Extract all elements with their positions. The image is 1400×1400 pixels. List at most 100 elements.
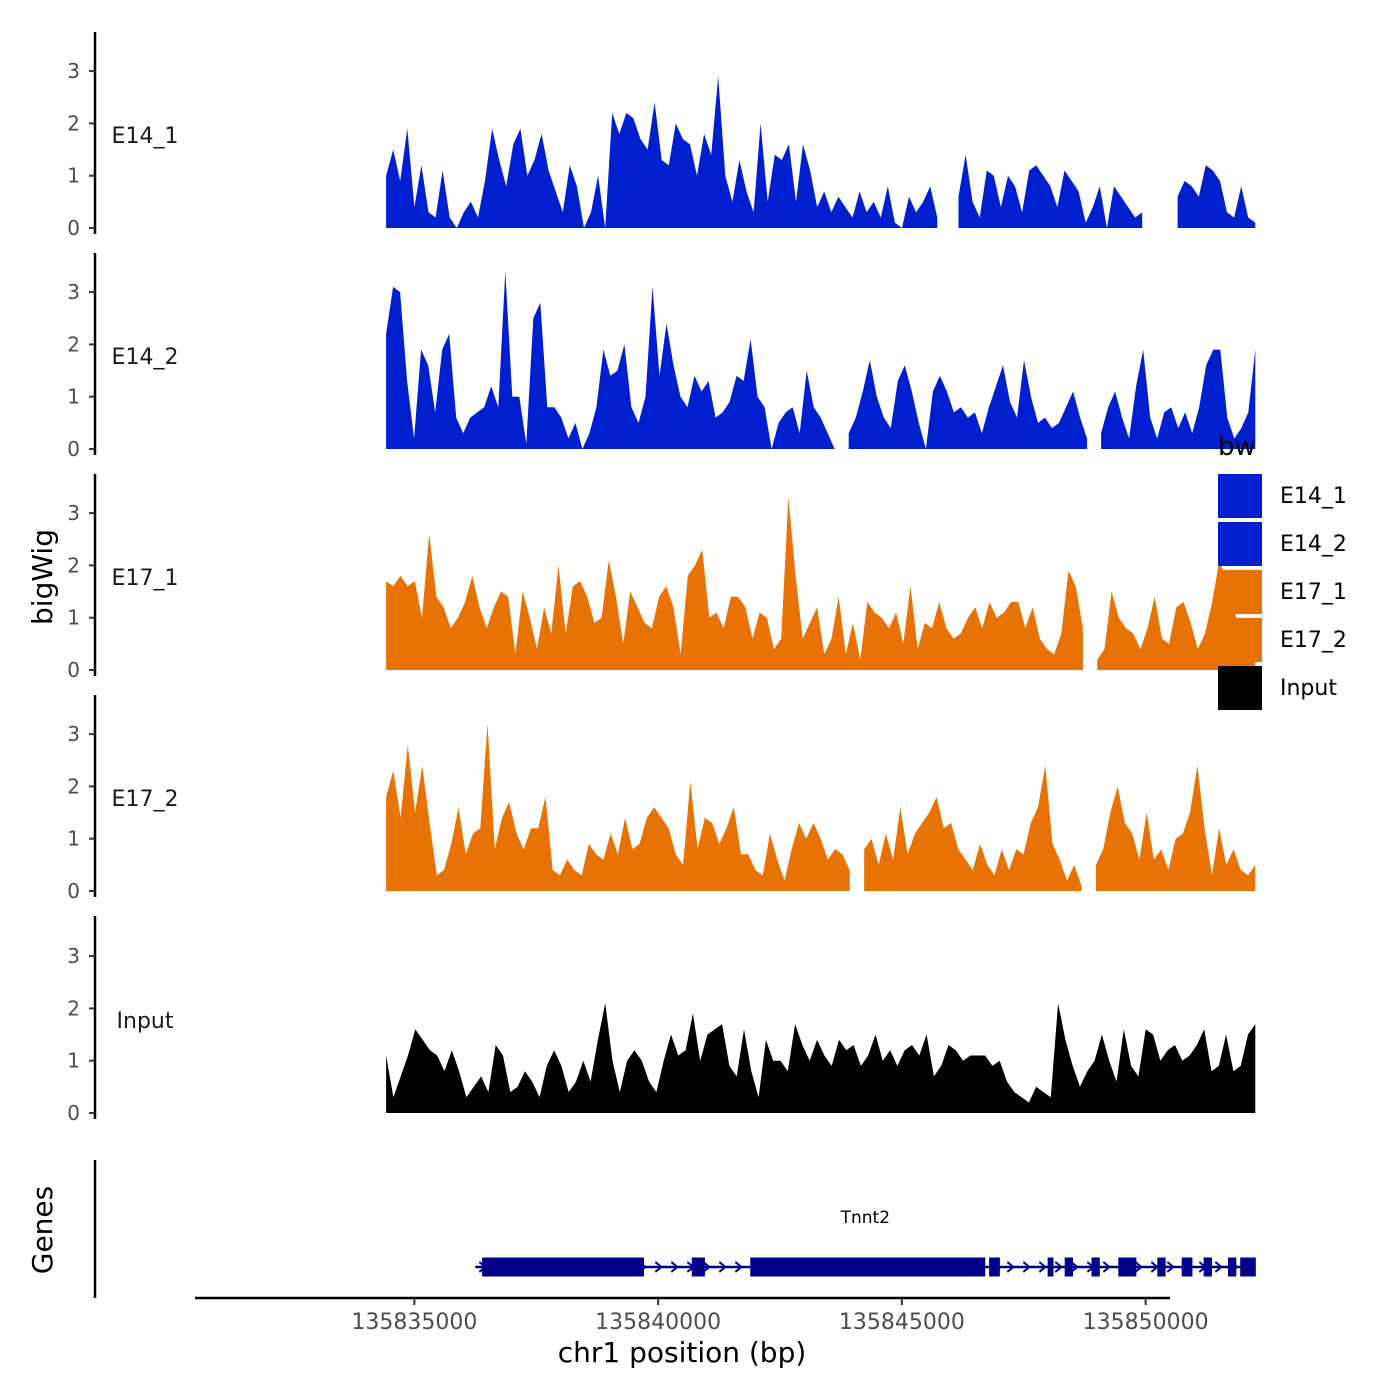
track-e14-2: 0 1 2 3 E14_2 <box>67 253 1256 461</box>
y-tick-label: 0 <box>67 658 80 682</box>
y-tick-label: 0 <box>67 216 80 240</box>
track-label: Input <box>117 1009 174 1034</box>
y-tick-label: 2 <box>67 111 80 135</box>
coverage-area <box>386 723 850 891</box>
y-tick-label: 1 <box>67 606 80 630</box>
legend-swatch <box>1218 522 1262 566</box>
strand-arrow <box>1054 1261 1063 1273</box>
coverage-area <box>848 360 1088 449</box>
gene-exon <box>565 1257 644 1277</box>
y-tick-label: 3 <box>67 501 80 525</box>
y-tick-label: 3 <box>67 944 80 968</box>
strand-arrow <box>1038 1261 1047 1273</box>
gene-exon <box>482 1257 491 1277</box>
genes-track: Tnnt2 <box>93 1160 1256 1298</box>
y-tick-label: 2 <box>67 996 80 1020</box>
y-tick-label: 1 <box>67 827 80 851</box>
strand-arrow <box>718 1261 727 1273</box>
gene-exon <box>489 1257 566 1277</box>
legend-item-e17-2: E17_2 <box>1218 616 1347 664</box>
x-tick-label: 135840000 <box>595 1310 721 1335</box>
strand-arrow <box>1006 1261 1015 1273</box>
coverage-area <box>1101 349 1256 449</box>
strand-arrow <box>654 1261 663 1273</box>
track-input: 0 1 2 3 Input <box>67 916 1256 1125</box>
strand-arrow <box>1070 1261 1079 1273</box>
track-label: E17_2 <box>112 787 179 812</box>
gene-exon <box>838 1257 986 1277</box>
x-tick-label: 135845000 <box>839 1310 965 1335</box>
strand-arrow <box>670 1261 679 1273</box>
strand-arrow <box>1134 1261 1143 1273</box>
strand-arrow <box>702 1261 711 1273</box>
y-tick-label: 2 <box>67 774 80 798</box>
legend-title: bw <box>1218 432 1256 462</box>
track-label: E17_1 <box>112 566 179 591</box>
gene-exon <box>1091 1257 1100 1277</box>
x-axis: 135835000 135840000 135845000 135850000 <box>195 1296 1209 1335</box>
y-tick-label: 3 <box>67 280 80 304</box>
gene-exon <box>1047 1257 1054 1277</box>
legend: bw E14_1 E14_2 E17_1 E17_2 Input <box>1218 432 1347 712</box>
gene-exon <box>1240 1257 1256 1277</box>
track-e14-1: 0 1 2 3 E14_1 <box>67 32 1256 240</box>
legend-item-e14-1: E14_1 <box>1218 472 1347 520</box>
coverage-area <box>386 1003 1256 1113</box>
y-tick-label: 3 <box>67 59 80 83</box>
x-tick-label: 135850000 <box>1083 1310 1209 1335</box>
coverage-area <box>864 765 1082 891</box>
legend-item-e14-2: E14_2 <box>1218 520 1347 568</box>
y-tick-label: 1 <box>67 1049 80 1073</box>
gene-exon <box>691 1257 705 1277</box>
y-tick-label: 1 <box>67 164 80 188</box>
gene-exon <box>925 1257 932 1277</box>
track-label: E14_1 <box>112 124 179 149</box>
strand-arrow <box>1214 1261 1223 1273</box>
legend-item-e17-1: E17_1 <box>1218 568 1347 616</box>
legend-swatch <box>1218 666 1262 710</box>
legend-swatch <box>1218 618 1262 662</box>
coverage-area <box>1096 765 1256 891</box>
legend-label: E14_1 <box>1280 483 1347 509</box>
y-tick-label: 0 <box>67 879 80 903</box>
gene-exon <box>1203 1257 1212 1277</box>
x-tick-label: 135835000 <box>351 1310 477 1335</box>
y-axis-label: bigWig <box>26 529 59 625</box>
strand-arrow <box>1166 1261 1175 1273</box>
gene-exon <box>1181 1257 1193 1277</box>
coverage-area <box>1177 165 1256 228</box>
coverage-area <box>386 271 835 449</box>
y-tick-label: 2 <box>67 332 80 356</box>
gene-exon <box>989 1257 1000 1277</box>
y-tick-label: 2 <box>67 553 80 577</box>
coverage-area <box>1097 560 1256 670</box>
gene-exon <box>1228 1257 1237 1277</box>
legend-swatch <box>1218 570 1262 614</box>
legend-item-input: Input <box>1218 664 1347 712</box>
gene-name-label: Tnnt2 <box>840 1208 890 1228</box>
gene-exon <box>1118 1257 1137 1277</box>
strand-arrow <box>734 1261 743 1273</box>
gene-exon <box>1157 1257 1166 1277</box>
gene-exon <box>1064 1257 1073 1277</box>
coverage-area <box>958 154 1143 228</box>
gene-exon <box>750 1257 839 1277</box>
y-tick-label: 0 <box>67 437 80 461</box>
strand-arrow <box>1022 1261 1031 1273</box>
track-panels: 0 1 2 3 E14_1 0 1 2 3 E14_2 0 1 2 3 E17_1 0 1 2 3 E17_2 0 1 2 3… <box>67 32 1256 1125</box>
y-tick-label: 3 <box>67 722 80 746</box>
legend-label: E14_2 <box>1280 531 1347 557</box>
legend-swatch <box>1218 474 1262 518</box>
track-label: E14_2 <box>112 345 179 370</box>
legend-label: Input <box>1280 675 1337 701</box>
coverage-area <box>386 497 1083 670</box>
legend-label: E17_2 <box>1280 627 1347 653</box>
x-axis-label: chr1 position (bp) <box>558 1336 807 1369</box>
track-e17-2: 0 1 2 3 E17_2 <box>67 695 1256 903</box>
coverage-area <box>386 76 938 228</box>
strand-arrow <box>1150 1261 1159 1273</box>
genes-axis-label: Genes <box>26 1186 59 1274</box>
strand-arrow <box>1102 1261 1111 1273</box>
legend-label: E17_1 <box>1280 579 1347 605</box>
